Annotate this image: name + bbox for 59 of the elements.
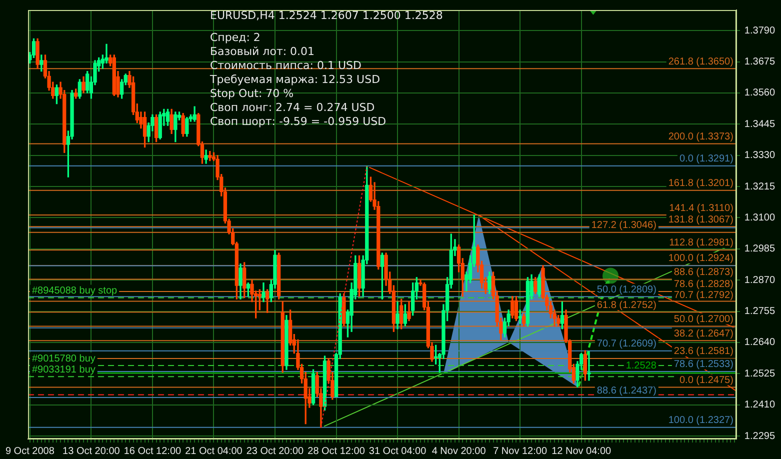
- y-tick-label: 1.2985: [744, 244, 776, 255]
- annotation: Требуемая маржа: 12.53 USD: [210, 73, 382, 87]
- ref-line-label: 141.4 (1.3110): [669, 202, 734, 214]
- ref-line-label: 161.8 (1.3201): [668, 178, 734, 190]
- y-tick-label: 1.2755: [744, 306, 776, 318]
- y-tick-label: 1.3560: [744, 88, 776, 99]
- ref-line-label: 200.0 (1.3373): [668, 131, 734, 142]
- y-tick-label: 1.3790: [744, 25, 776, 36]
- ref-line-label: 127.2 (1.3046): [591, 220, 656, 232]
- ref-line-label: 131.8 (1.3067): [668, 214, 734, 226]
- ref-line-label: 88.6 (1.2873): [674, 267, 734, 278]
- ref-line-label: 78.6 (1.2533): [674, 359, 734, 370]
- y-tick-label: 1.3100: [744, 212, 776, 224]
- ref-line-label: 0.0 (1.3291): [679, 154, 734, 165]
- ref-line-label: 88.6 (1.2437): [596, 385, 656, 396]
- ref-line-label: 100.0 (1.2327): [668, 415, 734, 426]
- y-tick-label: 1.2640: [744, 337, 776, 348]
- ref-line-label: 23.6 (1.2581): [674, 346, 734, 358]
- x-tick-label: 12 Nov 04:00: [552, 446, 612, 457]
- ref-line-label: 70.7 (1.2792): [674, 290, 734, 302]
- x-tick-label: 4 Nov 20:00: [432, 446, 486, 457]
- ref-line-label: #8945088 buy stop: [32, 285, 118, 296]
- ref-line-label: 112.8 (1.2981): [669, 238, 734, 249]
- y-tick-label: 1.2870: [744, 274, 776, 286]
- x-tick-label: 16 Oct 12:00: [124, 446, 182, 457]
- ref-line-label: 78.6 (1.2828): [674, 279, 734, 290]
- ref-line-label: 0.0 (1.2475): [679, 374, 734, 386]
- y-tick-label: 1.2295: [744, 430, 776, 442]
- ref-line-label: 100.0 (1.2924): [668, 253, 734, 264]
- candlestick: [518, 310, 522, 324]
- annotation: Базовый лот: 0.01: [210, 45, 316, 59]
- ref-line-label: #9015780 buy: [32, 353, 96, 364]
- x-tick-label: 21 Oct 04:00: [185, 446, 243, 457]
- annotation: Своп лонг: 2.74 = 0.274 USD: [210, 101, 376, 115]
- y-tick-label: 1.3215: [744, 181, 776, 192]
- y-tick-label: 1.3445: [744, 118, 776, 130]
- ref-line-label: 1.2528: [626, 360, 657, 372]
- y-tick-label: 1.2525: [744, 368, 776, 380]
- x-tick-label: 7 Nov 12:00: [493, 446, 548, 457]
- x-tick-label: 23 Oct 20:00: [246, 446, 304, 457]
- ref-line-label: 50.0 (1.2700): [674, 314, 734, 325]
- ref-line-label: 38.2 (1.2647): [674, 328, 734, 340]
- annotation: Stop Out: 70 %: [210, 87, 295, 101]
- x-tick-label: 28 Oct 12:00: [308, 446, 366, 457]
- annotation: Спред: 2: [210, 31, 262, 45]
- ref-line-label: #9033191 buy: [32, 364, 96, 376]
- candlestick: [587, 351, 591, 381]
- y-tick-label: 1.2410: [744, 400, 776, 411]
- y-tick-label: 1.3675: [744, 56, 776, 68]
- x-tick-label: 13 Oct 20:00: [62, 446, 120, 457]
- x-tick-label: 31 Oct 04:00: [368, 446, 427, 457]
- chart-title: EURUSD,H4 1.2524 1.2607 1.2500 1.2528: [210, 9, 443, 23]
- ref-line-label: 70.7 (1.2609): [596, 338, 656, 350]
- ref-line-label: 61.8 (1.2752): [596, 300, 656, 311]
- ref-line-label: 261.8 (1.3650): [668, 56, 734, 68]
- annotation: Своп шорт: -9.59 = -0.959 USD: [210, 115, 388, 129]
- y-tick-label: 1.3330: [744, 150, 776, 162]
- ref-line-label: 50.0 (1.2809): [596, 284, 656, 296]
- x-tick-label: 9 Oct 2008: [5, 446, 55, 457]
